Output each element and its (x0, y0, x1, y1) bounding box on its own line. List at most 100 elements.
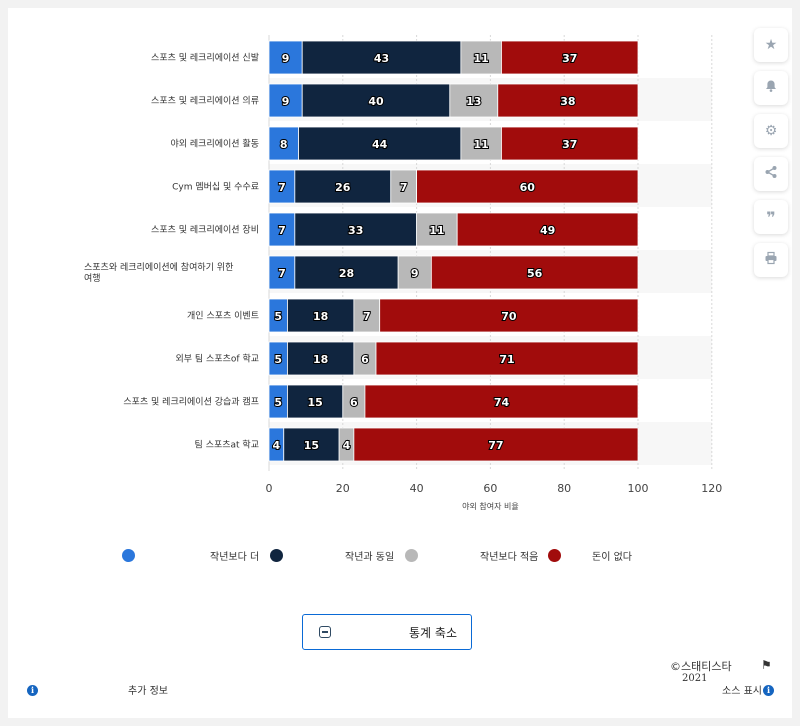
data-label: 38 (560, 95, 575, 108)
category-label: 팀 스포츠at 학교 (195, 439, 259, 451)
data-label: 33 (348, 224, 363, 237)
flag-icon[interactable]: ⚑ (761, 658, 772, 672)
data-label: 56 (527, 267, 543, 280)
legend-label-no-money: 돈이 없다 (592, 552, 632, 563)
data-label: 60 (520, 181, 536, 194)
bar-segment (390, 169, 417, 204)
share-button[interactable] (754, 157, 788, 191)
bar-segment (397, 255, 432, 290)
data-label: 26 (335, 181, 351, 194)
data-label: 11 (474, 138, 489, 151)
data-label: 11 (429, 224, 444, 237)
collapse-statistics-button[interactable]: 통계 축소 (302, 614, 472, 650)
minus-square-icon (319, 626, 331, 638)
bar-segment (430, 255, 639, 290)
bar-segment (301, 40, 462, 75)
settings-button[interactable]: ⚙ (754, 114, 788, 148)
share-icon (764, 165, 778, 183)
notification-button[interactable] (754, 71, 788, 105)
chart-legend: 작년보다 더 작년과 동일 작년보다 적음 돈이 없다 (8, 546, 792, 566)
data-label: 44 (372, 138, 388, 151)
x-tick-label: 0 (266, 482, 273, 495)
bar-segment (353, 427, 639, 462)
legend-label-less: 작년보다 적음 (480, 552, 539, 563)
bar-segment (287, 384, 344, 419)
print-icon (764, 251, 778, 269)
data-label: 5 (274, 353, 282, 366)
bar-segment (268, 169, 296, 204)
category-label: 개인 스포츠 이벤트 (187, 311, 259, 322)
bar-segment (294, 212, 417, 247)
data-label: 4 (273, 439, 281, 452)
bar-segment (287, 298, 355, 333)
bar-segment (268, 212, 296, 247)
legend-label-more: 작년보다 더 (210, 552, 260, 563)
data-label: 6 (361, 353, 369, 366)
data-label: 11 (474, 52, 489, 65)
bar-segment (375, 341, 639, 376)
data-label: 7 (278, 267, 286, 280)
category-label: 야외 레크리에이션 활동 (170, 138, 259, 150)
info-icon[interactable]: i (27, 685, 38, 696)
bar-segment (298, 126, 462, 161)
chart-card: 0 20 40 60 80 100 120 야외 참여자 비율 스포츠 및 레크리에이션 신발 9… (8, 8, 792, 718)
bar-segment (283, 427, 340, 462)
category-label: 스포츠 및 레크리에이션 장비 (151, 224, 259, 236)
bar-segment (501, 126, 639, 161)
data-label: 5 (274, 310, 282, 323)
data-label: 71 (499, 353, 514, 366)
data-label: 18 (313, 353, 328, 366)
data-label: 15 (307, 396, 322, 409)
data-label: 9 (282, 52, 290, 65)
x-axis-label: 야외 참여자 비율 (462, 501, 519, 511)
bar-segment (294, 255, 399, 290)
category-label: 스포츠 및 레크리에이션 강습과 캠프 (123, 396, 259, 408)
show-source-link[interactable]: 소스 표시 (722, 686, 762, 697)
data-label: 8 (280, 138, 288, 151)
favorite-button[interactable]: ★ (754, 28, 788, 62)
more-info-link[interactable]: 추가 정보 (128, 686, 168, 697)
bar-segment (416, 169, 639, 204)
bar-segment (497, 83, 639, 118)
sidebar-toolbar: ★ ⚙ ❞ (754, 28, 788, 286)
x-tick-label: 40 (410, 482, 424, 495)
bar-segment (379, 298, 639, 333)
category-label: 외부 팀 스포츠of 학교 (176, 353, 260, 365)
x-tick-label: 100 (628, 482, 649, 495)
data-label: 18 (313, 310, 328, 323)
legend-dot-same (270, 549, 283, 562)
data-label: 77 (488, 439, 503, 452)
quote-icon: ❞ (766, 207, 776, 227)
data-label: 7 (363, 310, 371, 323)
data-label: 9 (411, 267, 419, 280)
data-label: 7 (278, 224, 286, 237)
collapse-statistics-label: 통계 축소 (409, 626, 457, 640)
data-label: 5 (274, 396, 282, 409)
source-info-icon[interactable]: i (763, 685, 774, 696)
data-label: 40 (368, 95, 384, 108)
category-label: 스포츠 및 레크리에이션 의류 (151, 95, 259, 107)
bar-segment (353, 298, 381, 333)
category-label: 스포츠와 레크리에이션에 참여하기 위한 여행 (84, 261, 233, 284)
data-label: 6 (350, 396, 358, 409)
data-label: 28 (339, 267, 354, 280)
data-label: 70 (501, 310, 517, 323)
data-label: 37 (562, 52, 577, 65)
bar-segment (364, 384, 639, 419)
category-label: Cym 멤버십 및 수수료 (172, 181, 259, 193)
data-label: 13 (466, 95, 481, 108)
print-button[interactable] (754, 243, 788, 277)
bell-icon (764, 79, 778, 97)
bar-segment (294, 169, 392, 204)
bar-segment (287, 341, 355, 376)
cite-button[interactable]: ❞ (754, 200, 788, 234)
data-label: 4 (343, 439, 351, 452)
bar-segment (268, 255, 296, 290)
x-tick-label: 20 (336, 482, 350, 495)
data-label: 9 (282, 95, 290, 108)
bar-segment (416, 212, 458, 247)
stacked-bar-chart: 0 20 40 60 80 100 120 야외 참여자 비율 스포츠 및 레크리에이션 신발 9… (84, 35, 722, 511)
x-tick-label: 80 (557, 482, 571, 495)
bar-segment (301, 83, 451, 118)
legend-dot-more (122, 549, 135, 562)
